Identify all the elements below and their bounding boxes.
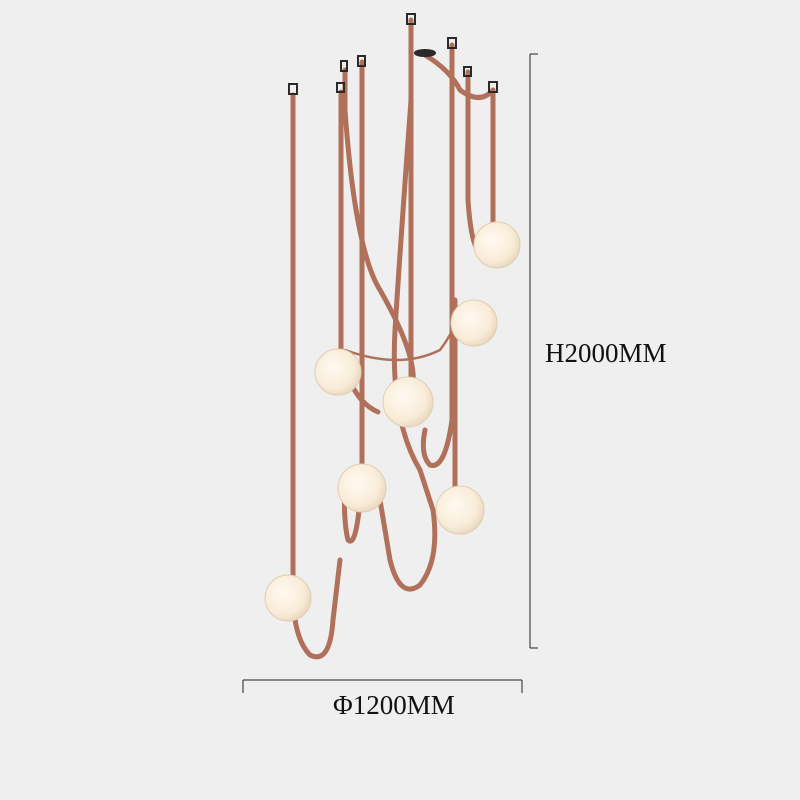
mount-icon	[463, 66, 472, 77]
mount-icon	[336, 82, 345, 93]
width-dimension-line	[242, 679, 523, 693]
mount-icon	[406, 13, 416, 25]
mount-icon	[488, 81, 498, 93]
height-label: H2000MM	[545, 338, 667, 368]
mount-icon	[357, 55, 366, 67]
ceiling-mounts	[288, 13, 498, 95]
strap	[377, 97, 438, 592]
globe	[435, 485, 485, 535]
globe	[337, 463, 387, 513]
height-dimension-line	[529, 53, 538, 649]
diameter-label: Φ1200MM	[333, 690, 455, 720]
mount-icon	[288, 83, 298, 95]
globe	[264, 574, 312, 622]
strap	[422, 52, 496, 100]
mount-icon	[340, 60, 348, 72]
globe	[382, 376, 434, 428]
globes	[264, 221, 521, 622]
strap	[420, 42, 455, 468]
canopy-icon	[414, 49, 436, 57]
globe	[314, 348, 362, 396]
dimension-lines	[242, 53, 538, 693]
globe	[473, 221, 521, 269]
mount-icon	[447, 37, 457, 49]
globe	[450, 299, 498, 347]
